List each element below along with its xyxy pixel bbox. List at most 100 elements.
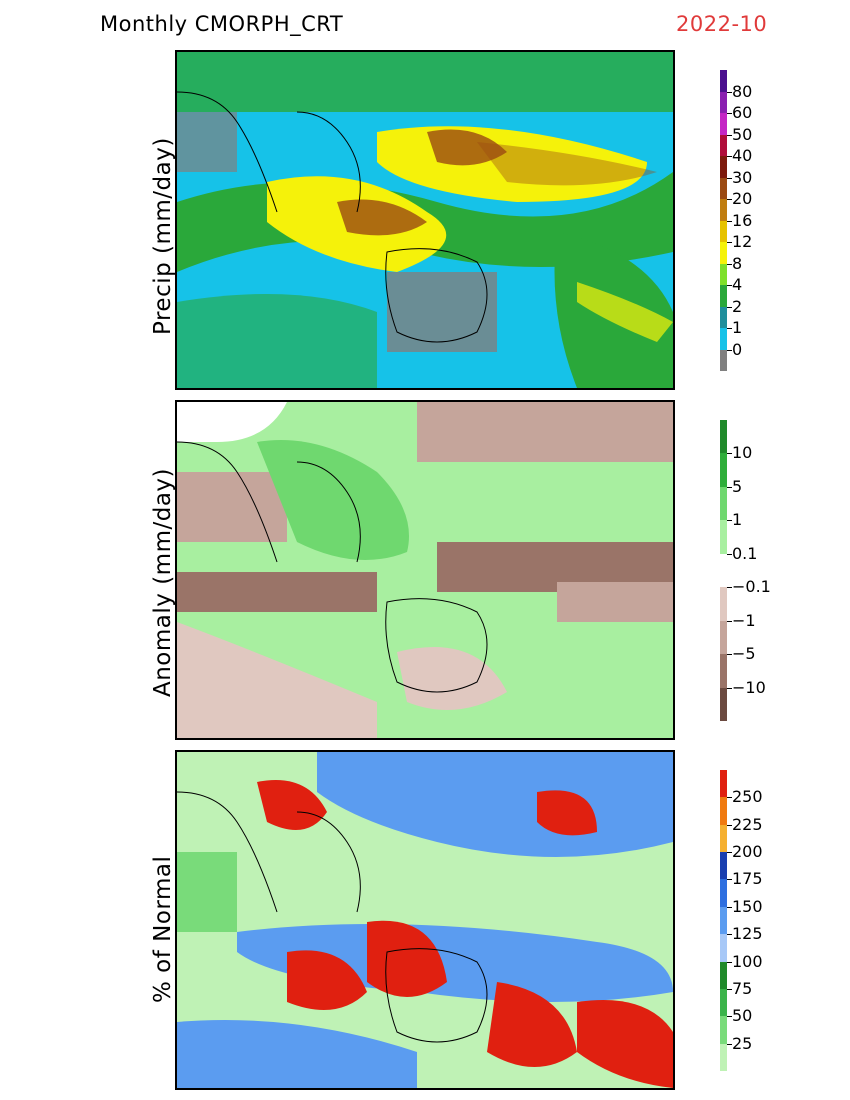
colorbar-tick-label: 250 xyxy=(732,787,763,807)
colorbar-tick xyxy=(727,824,732,826)
colorbar-segment xyxy=(720,453,727,487)
colorbar-tick-label: 175 xyxy=(732,869,763,889)
colorbar-segment xyxy=(720,520,727,554)
colorbar-segment xyxy=(720,797,727,825)
percent-normal-map xyxy=(175,750,675,1090)
colorbar-segment xyxy=(720,486,727,521)
colorbar-tick-label: −1 xyxy=(732,610,756,630)
colorbar-tick-label: 16 xyxy=(732,210,753,230)
colorbar-tick xyxy=(727,1016,732,1018)
colorbar-tick xyxy=(727,906,732,908)
colorbar-segment xyxy=(720,220,727,242)
colorbar-tick-label: −5 xyxy=(732,644,756,664)
colorbar-segment xyxy=(720,420,727,454)
colorbar-tick xyxy=(727,988,732,990)
colorbar-segment xyxy=(720,587,727,621)
percent-normal-colorbar xyxy=(720,770,727,1071)
colorbar-segment xyxy=(720,113,727,135)
colorbar-segment xyxy=(720,285,727,307)
colorbar-tick-label: 25 xyxy=(732,1033,753,1053)
colorbar-tick xyxy=(727,520,732,522)
colorbar-tick-label: 30 xyxy=(732,167,753,187)
colorbar-tick-label: 0.1 xyxy=(732,543,758,563)
anomaly-axis-label: Anomaly (mm/day) xyxy=(150,467,176,697)
colorbar-segment xyxy=(720,1043,727,1071)
colorbar-tick xyxy=(727,242,732,243)
colorbar-tick-label: 80 xyxy=(732,81,753,101)
colorbar-tick xyxy=(727,113,732,114)
colorbar-tick xyxy=(727,91,732,93)
colorbar-tick xyxy=(727,654,732,656)
colorbar-tick xyxy=(727,263,732,265)
colorbar-tick-label: 225 xyxy=(732,814,763,834)
colorbar-segment xyxy=(720,1016,727,1044)
colorbar-segment xyxy=(720,620,727,655)
colorbar-segment xyxy=(720,988,727,1017)
colorbar-tick xyxy=(727,156,732,157)
colorbar-segment xyxy=(720,134,727,156)
colorbar-segment xyxy=(720,961,727,989)
colorbar-segment xyxy=(720,654,727,688)
colorbar-tick xyxy=(727,134,732,136)
colorbar-tick xyxy=(727,199,732,200)
colorbar-tick-label: 1 xyxy=(732,318,743,337)
colorbar-tick xyxy=(727,486,732,488)
colorbar-segment xyxy=(720,852,727,880)
colorbar-tick xyxy=(727,687,732,689)
colorbar-tick xyxy=(727,285,732,286)
colorbar-tick-label: 50 xyxy=(732,1006,753,1026)
colorbar-tick-label: 40 xyxy=(732,146,753,165)
colorbar-tick-label: 200 xyxy=(732,842,763,862)
colorbar-segment xyxy=(720,553,727,588)
colorbar-tick-label: 2 xyxy=(732,296,743,316)
colorbar-tick xyxy=(727,1043,732,1045)
precip-colorbar xyxy=(720,70,727,371)
colorbar-tick-label: 20 xyxy=(732,189,753,208)
map-date: 2022-10 xyxy=(676,12,768,36)
colorbar-tick-label: 75 xyxy=(732,978,753,998)
percent-normal-axis-label: % of Normal xyxy=(150,855,176,1003)
colorbar-tick xyxy=(727,797,732,799)
precip-axis-label: Precip (mm/day) xyxy=(150,137,176,335)
colorbar-tick-label: 1 xyxy=(732,510,743,530)
precip-map xyxy=(175,50,675,390)
colorbar-segment xyxy=(720,242,727,264)
colorbar-segment xyxy=(720,770,727,798)
colorbar-tick xyxy=(727,553,732,555)
colorbar-segment xyxy=(720,934,727,962)
colorbar-segment xyxy=(720,879,727,907)
colorbar-tick xyxy=(727,328,732,329)
colorbar-segment xyxy=(720,687,727,721)
colorbar-tick xyxy=(727,620,732,622)
colorbar-tick xyxy=(727,177,732,179)
colorbar-tick-label: 10 xyxy=(732,443,753,463)
colorbar-tick xyxy=(727,220,732,222)
colorbar-tick-label: −10 xyxy=(732,677,766,697)
colorbar-tick-label: 4 xyxy=(732,275,743,294)
colorbar-tick-label: 50 xyxy=(732,124,753,144)
colorbar-segment xyxy=(720,199,727,221)
colorbar-tick xyxy=(727,349,732,351)
colorbar-tick xyxy=(727,587,732,589)
colorbar-segment xyxy=(720,824,727,853)
colorbar-tick-label: 8 xyxy=(732,253,743,273)
colorbar-tick-label: 0 xyxy=(732,339,743,359)
anomaly-map xyxy=(175,400,675,740)
colorbar-segment xyxy=(720,906,727,935)
colorbar-segment xyxy=(720,349,727,371)
colorbar-tick xyxy=(727,934,732,936)
colorbar-segment xyxy=(720,156,727,178)
colorbar-tick-label: 125 xyxy=(732,924,763,944)
map-title: Monthly CMORPH_CRT xyxy=(100,12,344,36)
colorbar-tick-label: 100 xyxy=(732,951,763,971)
colorbar-tick-label: 12 xyxy=(732,232,753,251)
colorbar-segment xyxy=(720,328,727,350)
colorbar-tick-label: 5 xyxy=(732,476,743,496)
colorbar-tick-label: −0.1 xyxy=(732,577,771,597)
colorbar-segment xyxy=(720,70,727,92)
colorbar-segment xyxy=(720,306,727,328)
colorbar-tick-label: 60 xyxy=(732,103,753,122)
colorbar-segment xyxy=(720,177,727,199)
colorbar-segment xyxy=(720,263,727,285)
colorbar-tick xyxy=(727,453,732,455)
